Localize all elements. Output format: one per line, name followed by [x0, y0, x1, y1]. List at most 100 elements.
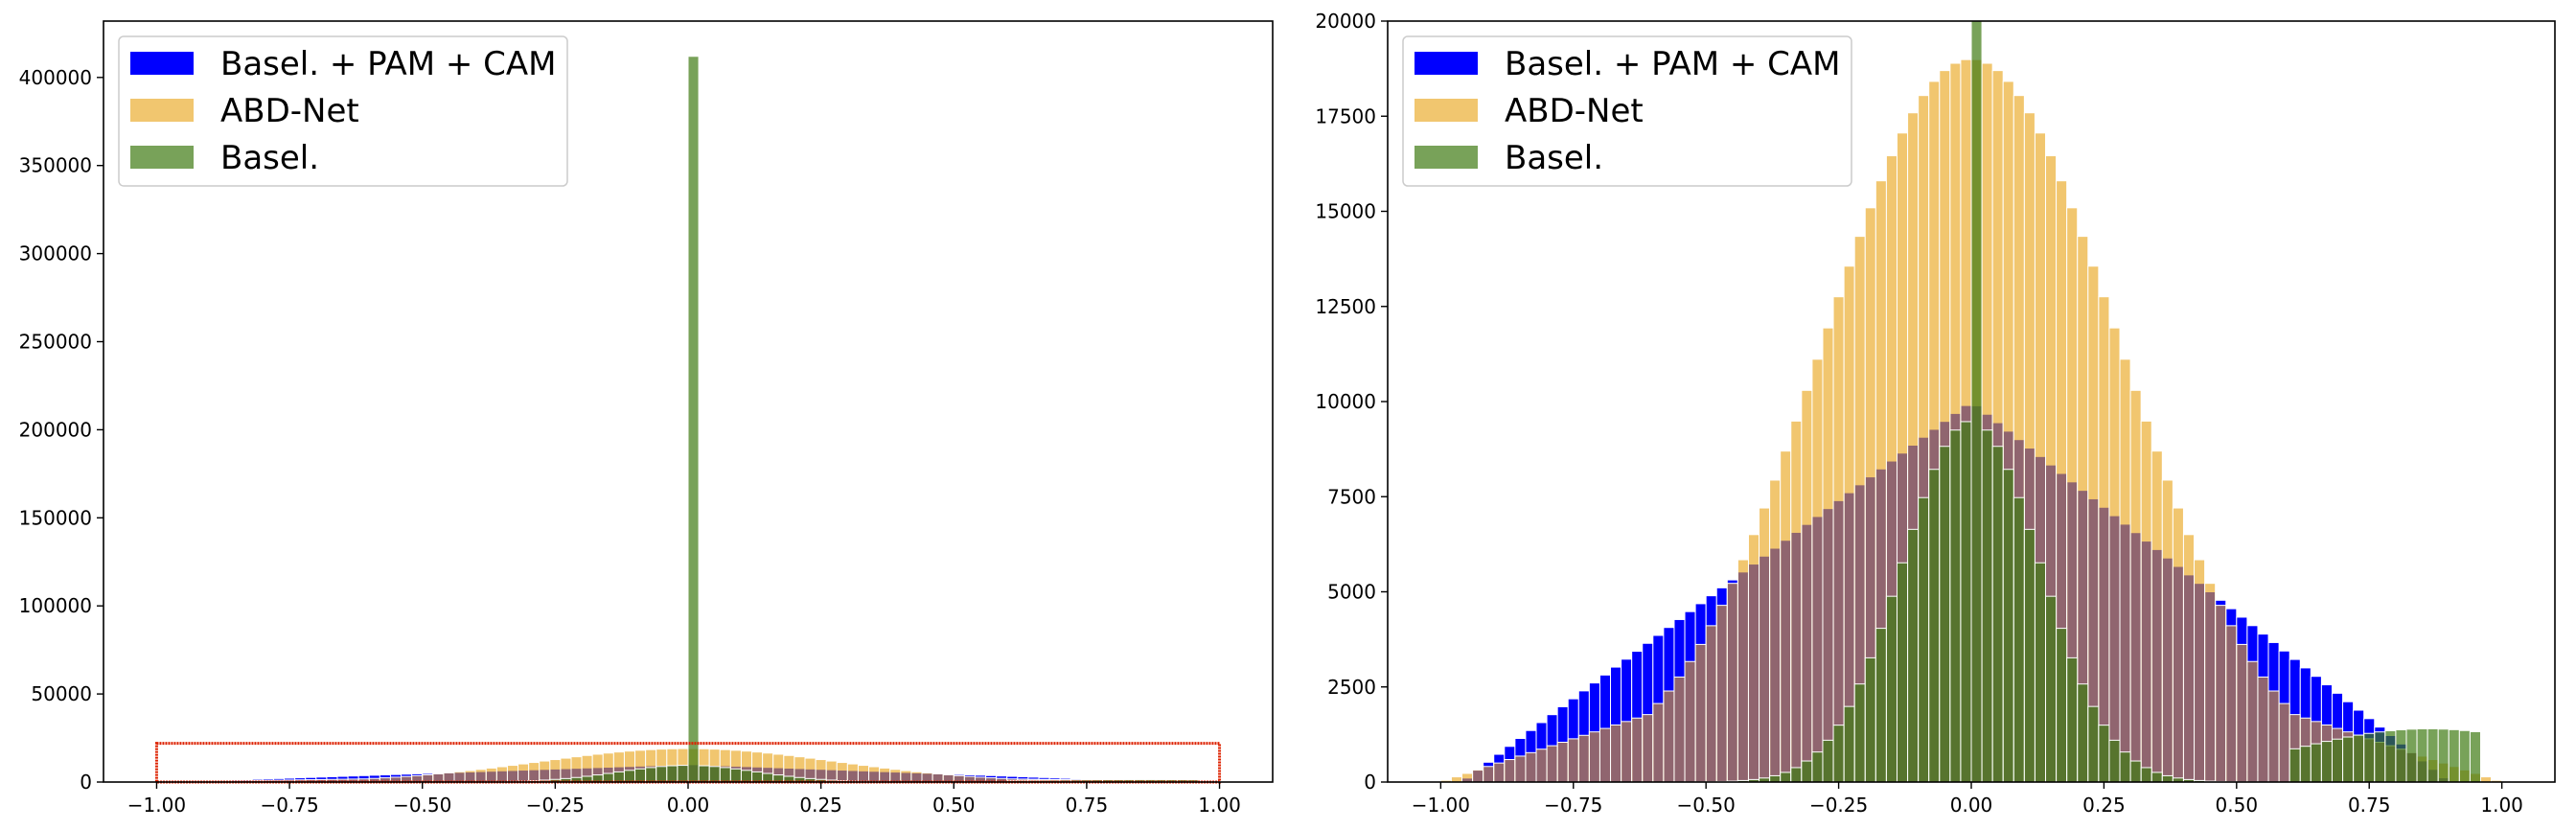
legend-label: ABD-Net — [220, 92, 359, 130]
bar — [1801, 760, 1813, 782]
bar — [1822, 739, 1834, 782]
bar — [1885, 595, 1898, 782]
bar — [612, 771, 625, 782]
bar — [2087, 705, 2100, 782]
bar — [1684, 660, 1696, 782]
bar — [1939, 446, 1951, 782]
bar — [485, 767, 497, 782]
bar — [528, 762, 540, 782]
y-tick-label: 250000 — [19, 331, 92, 354]
bar — [1567, 738, 1579, 782]
bar — [2119, 751, 2131, 782]
y-tick-label: 5000 — [1327, 581, 1376, 604]
x-tick-label: 0.50 — [2216, 794, 2259, 817]
bar — [1801, 389, 1813, 782]
legend-label: Basel. — [220, 139, 319, 177]
legend-swatch — [1414, 99, 1478, 122]
y-tick-label: 100000 — [19, 594, 92, 617]
x-tick-label: 1.00 — [1198, 794, 1241, 817]
bar — [846, 763, 859, 782]
bar — [836, 762, 848, 782]
x-tick-label: −0.75 — [1544, 794, 1602, 817]
bar — [2278, 702, 2290, 782]
bar — [719, 767, 731, 782]
x-tick-label: 0.75 — [1066, 794, 1109, 817]
bar — [1514, 755, 1527, 782]
bar — [1907, 528, 1920, 782]
bar — [1843, 705, 1855, 782]
bar — [1874, 628, 1887, 782]
y-tick-label: 0 — [1364, 771, 1376, 794]
bar — [2194, 559, 2206, 782]
bar — [2161, 479, 2174, 782]
bar — [1780, 450, 1792, 782]
x-tick-label: −0.50 — [393, 794, 451, 817]
x-tick-label: 0.25 — [2082, 794, 2126, 817]
bar — [2087, 265, 2100, 782]
bar — [1853, 683, 1866, 782]
y-tick-label: 12500 — [1315, 295, 1376, 318]
bar — [634, 768, 647, 782]
x-tick-label: −0.50 — [1677, 794, 1736, 817]
y-tick-label: 150000 — [19, 506, 92, 529]
bar — [1556, 741, 1569, 782]
y-tick-label: 20000 — [1315, 10, 1376, 33]
bar — [1694, 643, 1707, 782]
bar — [1918, 496, 1930, 782]
bar — [1642, 714, 1654, 782]
bar — [2150, 450, 2163, 782]
bar — [2108, 327, 2121, 782]
bar — [1949, 429, 1962, 782]
legend-frame — [1402, 35, 1852, 187]
histogram-panel-right: −1.00 −0.75 −0.50 −0.25 0.00 0.25 0.50 0.75 1.00… — [1315, 10, 2556, 817]
x-tick-label: −1.00 — [127, 794, 186, 817]
bar — [698, 765, 710, 782]
bar — [2098, 296, 2110, 782]
bar — [2023, 528, 2036, 782]
bar — [2012, 496, 2025, 782]
bar — [1546, 745, 1558, 782]
bar — [1461, 772, 1474, 782]
bar — [2002, 469, 2014, 782]
bar — [2045, 595, 2058, 782]
bar — [1811, 751, 1824, 782]
bar — [2479, 776, 2493, 782]
x-tick-label: −0.75 — [260, 794, 318, 817]
bar — [506, 765, 519, 782]
bar — [2225, 625, 2238, 782]
bar — [1652, 702, 1665, 782]
y-tick-label: 7500 — [1327, 485, 1376, 508]
bar — [2416, 727, 2428, 782]
bar — [1928, 469, 1941, 782]
bar — [2426, 727, 2439, 782]
bar — [2374, 731, 2386, 782]
legend-label: ABD-Net — [1505, 92, 1644, 130]
bar — [2172, 507, 2184, 782]
bar — [666, 765, 678, 782]
bar — [1832, 296, 1845, 782]
y-tick-label: 300000 — [19, 242, 92, 265]
bar — [879, 767, 891, 782]
bar — [495, 766, 508, 782]
y-tick-label: 15000 — [1315, 200, 1376, 223]
x-tick-label: 0.00 — [667, 794, 710, 817]
bar — [1832, 725, 1845, 782]
bar — [2331, 738, 2344, 782]
bar — [2310, 743, 2322, 782]
bar — [1504, 759, 1516, 782]
bar — [549, 759, 562, 782]
bar — [2299, 746, 2312, 782]
x-tick-label: 0.00 — [1950, 794, 1993, 817]
bar — [464, 770, 476, 782]
legend-swatch — [1414, 146, 1478, 169]
bar — [474, 769, 487, 782]
x-tick-label: 0.75 — [2348, 794, 2391, 817]
bar — [868, 766, 881, 782]
bar — [2215, 605, 2227, 782]
bar — [656, 766, 668, 782]
bar — [1705, 625, 1717, 782]
bar — [1577, 734, 1590, 782]
x-tick-label: 0.25 — [799, 794, 842, 817]
bar — [2108, 739, 2121, 782]
